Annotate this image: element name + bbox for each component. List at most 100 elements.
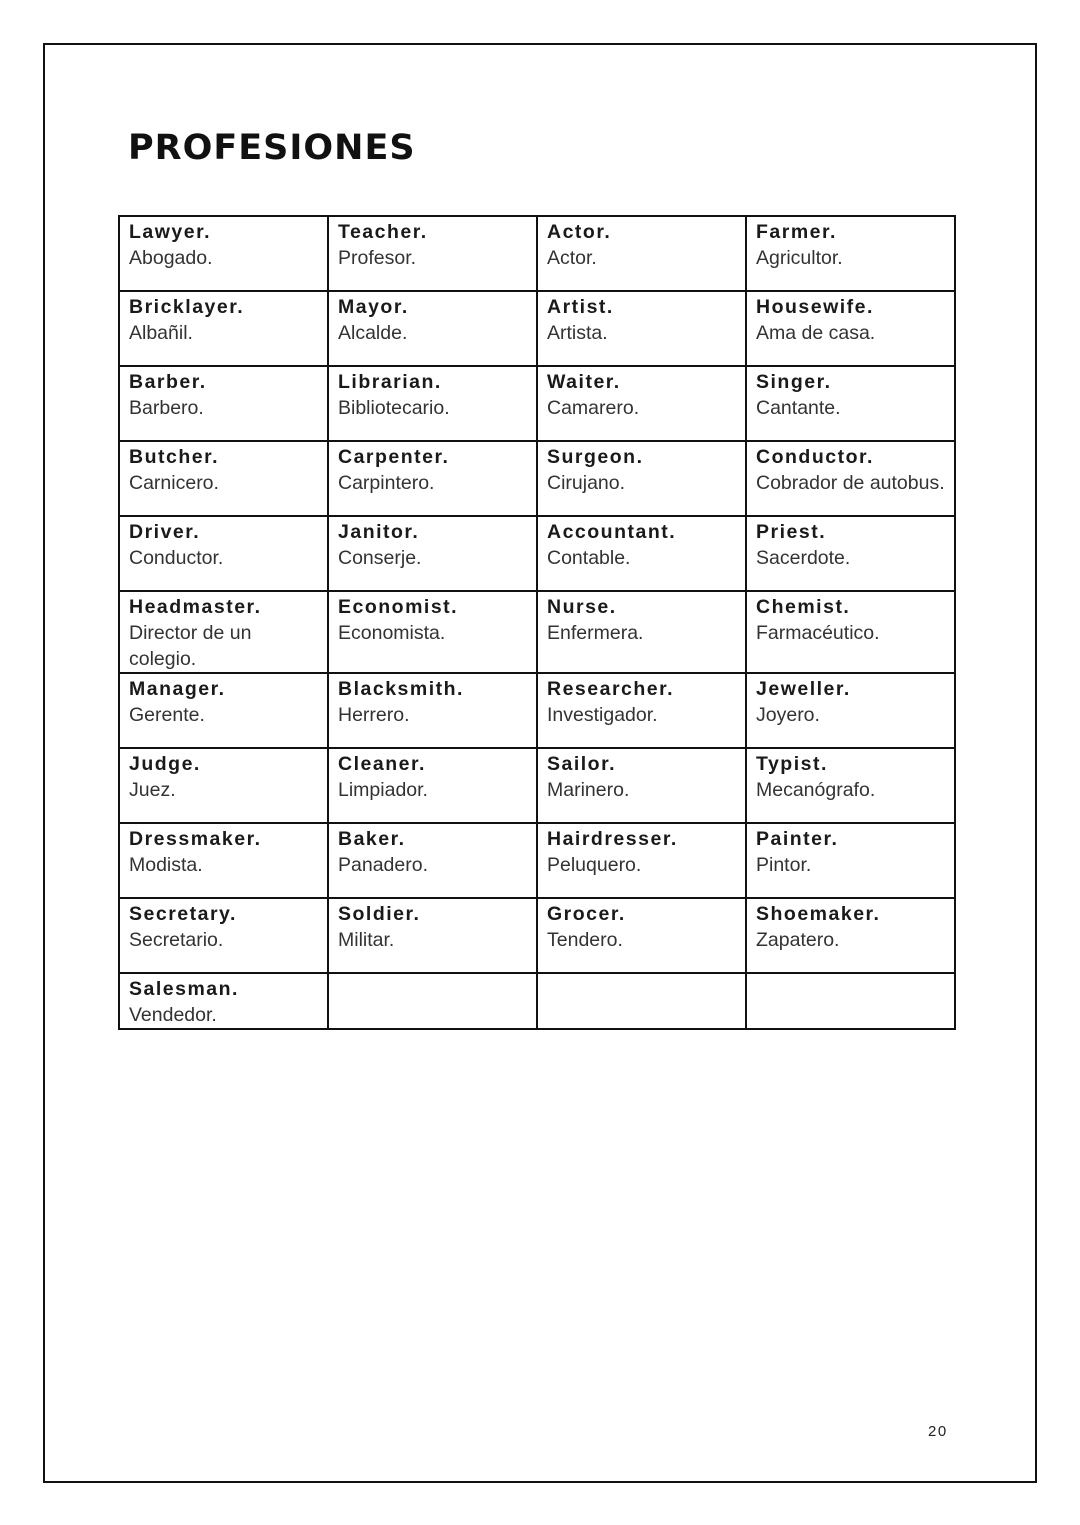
spanish-translation: Carpintero. (338, 472, 435, 494)
table-cell: Grocer. Tendero. (536, 897, 747, 974)
table-cell: Waiter. Camarero. (536, 365, 747, 442)
spanish-translation: Conserje. (338, 547, 422, 569)
english-term: Driver. (129, 521, 201, 543)
spanish-translation: Carnicero. (129, 472, 219, 494)
spanish-translation: Pintor. (756, 854, 812, 876)
spanish-translation: Abogado. (129, 247, 213, 269)
page-border (43, 43, 1037, 1483)
english-term: Bricklayer. (129, 296, 245, 318)
table-cell: Conductor. Cobrador de autobus. (745, 440, 956, 517)
english-term: Baker. (338, 828, 406, 850)
table-cell: Sailor. Marinero. (536, 747, 747, 824)
english-term: Carpenter. (338, 446, 450, 468)
table-row: Secretary. Secretario. Soldier. Militar. Gro… (118, 897, 956, 974)
spanish-translation: Barbero. (129, 397, 204, 419)
table-row: Salesman. Vendedor. (118, 972, 956, 1030)
table-cell: Librarian. Bibliotecario. (327, 365, 538, 442)
english-term: Blacksmith. (338, 678, 464, 700)
spanish-translation: Farmacéutico. (756, 622, 880, 644)
table-cell: Driver. Conductor. (118, 515, 329, 592)
table-cell (536, 972, 747, 1030)
spanish-translation: Economista. (338, 622, 446, 644)
table-cell: Chemist. Farmacéutico. (745, 590, 956, 674)
table-cell: Teacher. Profesor. (327, 215, 538, 292)
spanish-translation: Director de un colegio. (129, 622, 252, 670)
spanish-translation: Bibliotecario. (338, 397, 450, 419)
spanish-translation: Secretario. (129, 929, 224, 951)
table-cell: Shoemaker. Zapatero. (745, 897, 956, 974)
spanish-translation: Albañil. (129, 322, 193, 344)
spanish-translation: Contable. (547, 547, 631, 569)
table-cell: Jeweller. Joyero. (745, 672, 956, 749)
english-term: Priest. (756, 521, 827, 543)
spanish-translation: Gerente. (129, 704, 205, 726)
table-row: Headmaster. Director de un colegio. Econom… (118, 590, 956, 674)
table-cell: Typist. Mecanógrafo. (745, 747, 956, 824)
english-term: Mayor. (338, 296, 409, 318)
english-term: Librarian. (338, 371, 442, 393)
table-cell: Bricklayer. Albañil. (118, 290, 329, 367)
table-cell: Secretary. Secretario. (118, 897, 329, 974)
table-cell: Janitor. Conserje. (327, 515, 538, 592)
spanish-translation: Agricultor. (756, 247, 843, 269)
table-cell: Economist. Economista. (327, 590, 538, 674)
english-term: Dressmaker. (129, 828, 262, 850)
table-row: Manager. Gerente. Blacksmith. Herrero. Resea… (118, 672, 956, 749)
table-cell (327, 972, 538, 1030)
table-cell: Researcher. Investigador. (536, 672, 747, 749)
table-row: Butcher. Carnicero. Carpenter. Carpintero. S… (118, 440, 956, 517)
spanish-translation: Vendedor. (129, 1004, 217, 1026)
english-term: Housewife. (756, 296, 874, 318)
english-term: Economist. (338, 596, 459, 618)
table-cell: Nurse. Enfermera. (536, 590, 747, 674)
table-cell: Priest. Sacerdote. (745, 515, 956, 592)
english-term: Salesman. (129, 978, 239, 1000)
english-term: Teacher. (338, 221, 428, 243)
english-term: Conductor. (756, 446, 874, 468)
table-cell: Headmaster. Director de un colegio. (118, 590, 329, 674)
table-cell (745, 972, 956, 1030)
english-term: Butcher. (129, 446, 220, 468)
table-cell: Judge. Juez. (118, 747, 329, 824)
spanish-translation: Profesor. (338, 247, 417, 269)
english-term: Jeweller. (756, 678, 851, 700)
spanish-translation: Sacerdote. (756, 547, 851, 569)
table-row: Lawyer. Abogado. Teacher. Profesor. Actor. Ac… (118, 215, 956, 292)
table-row: Dressmaker. Modista. Baker. Panadero. Hairdr… (118, 822, 956, 899)
english-term: Farmer. (756, 221, 837, 243)
table-cell: Lawyer. Abogado. (118, 215, 329, 292)
table-cell: Dressmaker. Modista. (118, 822, 329, 899)
table-cell: Hairdresser. Peluquero. (536, 822, 747, 899)
spanish-translation: Actor. (547, 247, 597, 269)
spanish-translation: Investigador. (547, 704, 658, 726)
spanish-translation: Tendero. (547, 929, 623, 951)
english-term: Secretary. (129, 903, 237, 925)
spanish-translation: Ama de casa. (756, 322, 876, 344)
spanish-translation: Cobrador de autobus. (756, 472, 945, 494)
table-cell: Mayor. Alcalde. (327, 290, 538, 367)
english-term: Surgeon. (547, 446, 644, 468)
english-term: Nurse. (547, 596, 617, 618)
spanish-translation: Militar. (338, 929, 395, 951)
table-cell: Butcher. Carnicero. (118, 440, 329, 517)
english-term: Cleaner. (338, 753, 426, 775)
table-cell: Surgeon. Cirujano. (536, 440, 747, 517)
spanish-translation: Marinero. (547, 779, 630, 801)
english-term: Grocer. (547, 903, 626, 925)
spanish-translation: Peluquero. (547, 854, 642, 876)
table-cell: Housewife. Ama de casa. (745, 290, 956, 367)
english-term: Manager. (129, 678, 226, 700)
spanish-translation: Juez. (129, 779, 176, 801)
spanish-translation: Cirujano. (547, 472, 626, 494)
table-cell: Carpenter. Carpintero. (327, 440, 538, 517)
english-term: Judge. (129, 753, 201, 775)
table-cell: Accountant. Contable. (536, 515, 747, 592)
spanish-translation: Cantante. (756, 397, 841, 419)
table-cell: Soldier. Militar. (327, 897, 538, 974)
table-cell: Artist. Artista. (536, 290, 747, 367)
table-cell: Farmer. Agricultor. (745, 215, 956, 292)
table-cell: Blacksmith. Herrero. (327, 672, 538, 749)
table-row: Barber. Barbero. Librarian. Bibliotecario. W… (118, 365, 956, 442)
table-cell: Actor. Actor. (536, 215, 747, 292)
spanish-translation: Herrero. (338, 704, 410, 726)
